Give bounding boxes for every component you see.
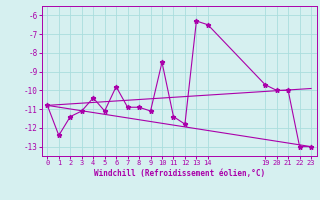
X-axis label: Windchill (Refroidissement éolien,°C): Windchill (Refroidissement éolien,°C) xyxy=(94,169,265,178)
